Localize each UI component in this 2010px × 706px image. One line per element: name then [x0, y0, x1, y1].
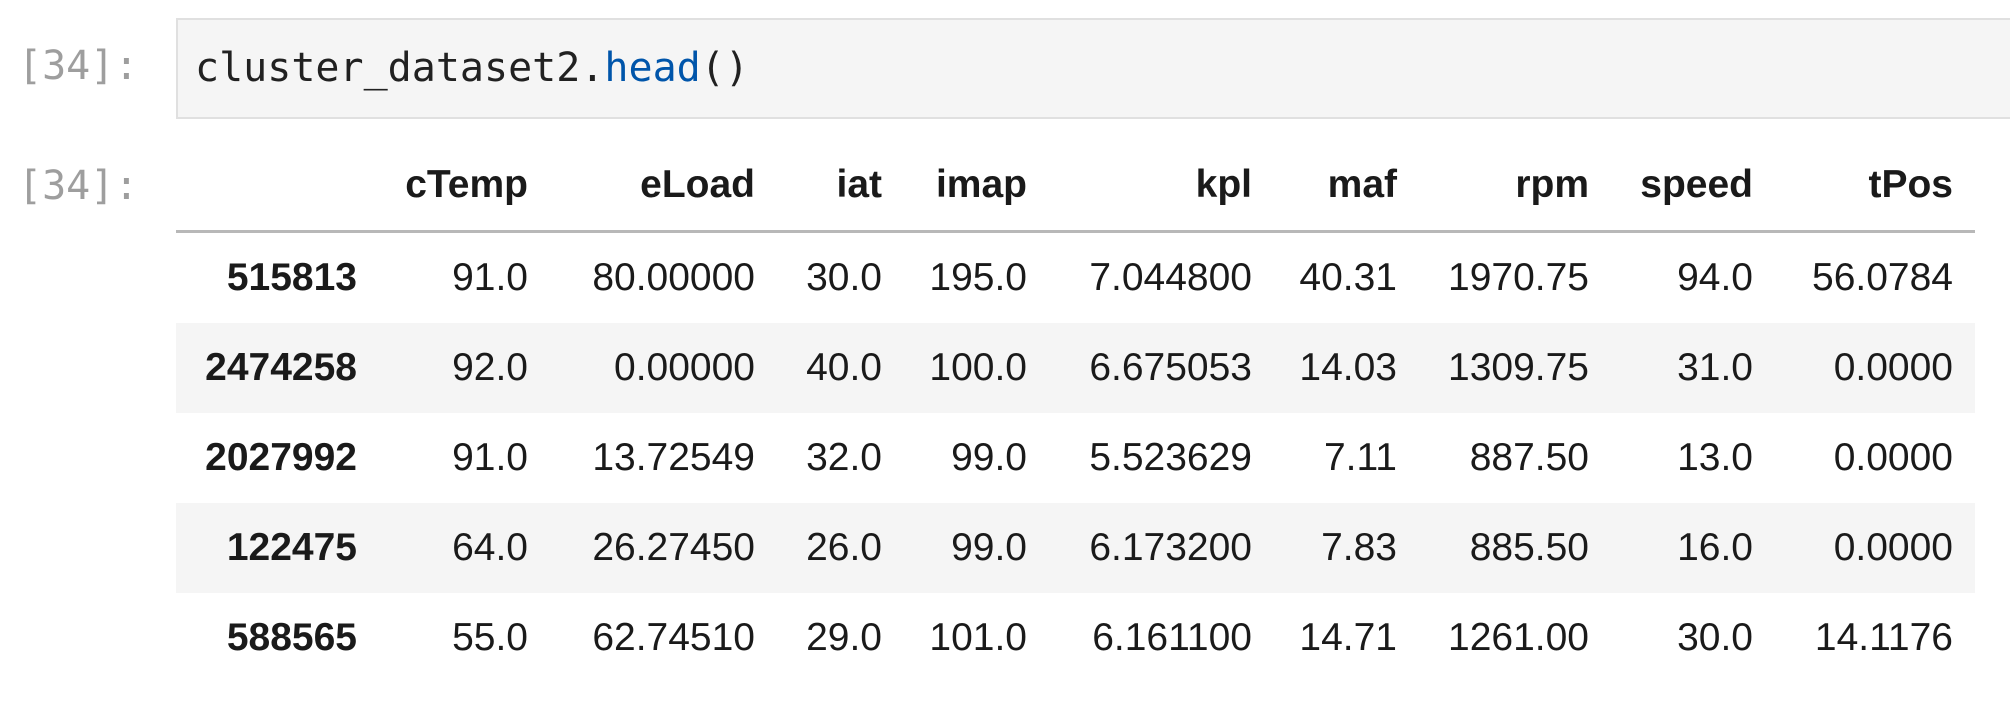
table-cell: 40.0 [806, 346, 882, 389]
table-cell: 5.523629 [1089, 436, 1252, 479]
table-cell: 13.0 [1677, 436, 1753, 479]
column-header-eload: eLoad [550, 140, 777, 233]
column-header-rpm: rpm [1419, 140, 1611, 233]
table-cell: 6.675053 [1089, 346, 1252, 389]
table-cell: 14.1176 [1814, 616, 1953, 659]
table-body: 515813 91.0 80.00000 30.0 195.0 7.044800… [176, 232, 1975, 684]
table-cell: 99.0 [951, 436, 1027, 479]
column-header-tpos: tPos [1775, 140, 1975, 233]
table-cell: 91.0 [452, 256, 528, 299]
table-cell: 885.50 [1469, 526, 1589, 569]
table-cell: 32.0 [806, 436, 882, 479]
code-object: cluster_dataset2 [195, 45, 581, 91]
table-cell: 94.0 [1677, 256, 1753, 299]
code-parens: () [700, 45, 749, 91]
column-header-maf: maf [1274, 140, 1419, 233]
table-cell: 6.173200 [1089, 526, 1252, 569]
row-index: 588565 [226, 616, 357, 659]
table-cell: 31.0 [1677, 346, 1753, 389]
table-cell: 0.0000 [1833, 526, 1953, 569]
code-text[interactable]: cluster_dataset2.head() [195, 42, 749, 94]
table-cell: 26.0 [806, 526, 882, 569]
table-cell: 62.74510 [592, 616, 755, 659]
table-cell: 887.50 [1469, 436, 1589, 479]
table-header: cTemp eLoad iat imap kpl maf rpm speed t… [176, 140, 1975, 233]
table-cell: 99.0 [951, 526, 1027, 569]
input-prompt: [34]: [18, 43, 139, 89]
code-method: head [604, 45, 701, 91]
column-header-kpl: kpl [1049, 140, 1274, 233]
row-index: 2027992 [205, 436, 357, 479]
table-cell: 56.0784 [1812, 256, 1953, 299]
table-row: 2027992 91.0 13.72549 32.0 99.0 5.523629… [176, 413, 1975, 503]
table-row: 588565 55.0 62.74510 29.0 101.0 6.161100… [176, 593, 1975, 683]
code-input-cell[interactable]: cluster_dataset2.head() [176, 18, 2010, 119]
code-dot: . [580, 45, 605, 91]
table-cell: 30.0 [806, 256, 882, 299]
table-row: 2474258 92.0 0.00000 40.0 100.0 6.675053… [176, 323, 1975, 413]
table-cell: 100.0 [929, 346, 1027, 389]
table-cell: 91.0 [452, 436, 528, 479]
row-index: 2474258 [205, 346, 357, 389]
column-header-iat: iat [777, 140, 904, 233]
table-cell: 26.27450 [592, 526, 755, 569]
table-cell: 101.0 [929, 616, 1027, 659]
table-cell: 40.31 [1299, 256, 1397, 299]
dataframe-table: cTemp eLoad iat imap kpl maf rpm speed t… [176, 140, 1975, 683]
table-cell: 0.0000 [1833, 346, 1953, 389]
table-cell: 30.0 [1677, 616, 1753, 659]
table-row: 122475 64.0 26.27450 26.0 99.0 6.173200 … [176, 503, 1975, 593]
table-cell: 1261.00 [1448, 616, 1589, 659]
table-cell: 92.0 [452, 346, 528, 389]
table-cell: 64.0 [452, 526, 528, 569]
row-index: 122475 [226, 526, 357, 569]
column-header-ctemp: cTemp [379, 140, 550, 233]
table-cell: 195.0 [929, 256, 1027, 299]
cell-output: cTemp eLoad iat imap kpl maf rpm speed t… [176, 140, 2010, 683]
table-cell: 14.71 [1299, 616, 1397, 659]
column-header-speed: speed [1611, 140, 1775, 233]
output-prompt: [34]: [18, 163, 139, 209]
table-cell: 1970.75 [1448, 256, 1589, 299]
table-cell: 13.72549 [592, 436, 755, 479]
index-header [176, 140, 379, 233]
column-header-imap: imap [904, 140, 1049, 233]
row-index: 515813 [226, 256, 357, 299]
table-cell: 55.0 [452, 616, 528, 659]
table-cell: 0.0000 [1833, 436, 1953, 479]
table-cell: 29.0 [806, 616, 882, 659]
table-cell: 7.83 [1321, 526, 1397, 569]
header-row: cTemp eLoad iat imap kpl maf rpm speed t… [176, 140, 1975, 233]
table-cell: 0.00000 [614, 346, 755, 389]
table-cell: 80.00000 [592, 256, 755, 299]
table-cell: 16.0 [1677, 526, 1753, 569]
table-cell: 14.03 [1299, 346, 1397, 389]
table-cell: 6.161100 [1092, 616, 1252, 659]
table-row: 515813 91.0 80.00000 30.0 195.0 7.044800… [176, 232, 1975, 324]
table-cell: 1309.75 [1448, 346, 1589, 389]
table-cell: 7.044800 [1089, 256, 1252, 299]
table-cell: 7.11 [1323, 436, 1397, 479]
